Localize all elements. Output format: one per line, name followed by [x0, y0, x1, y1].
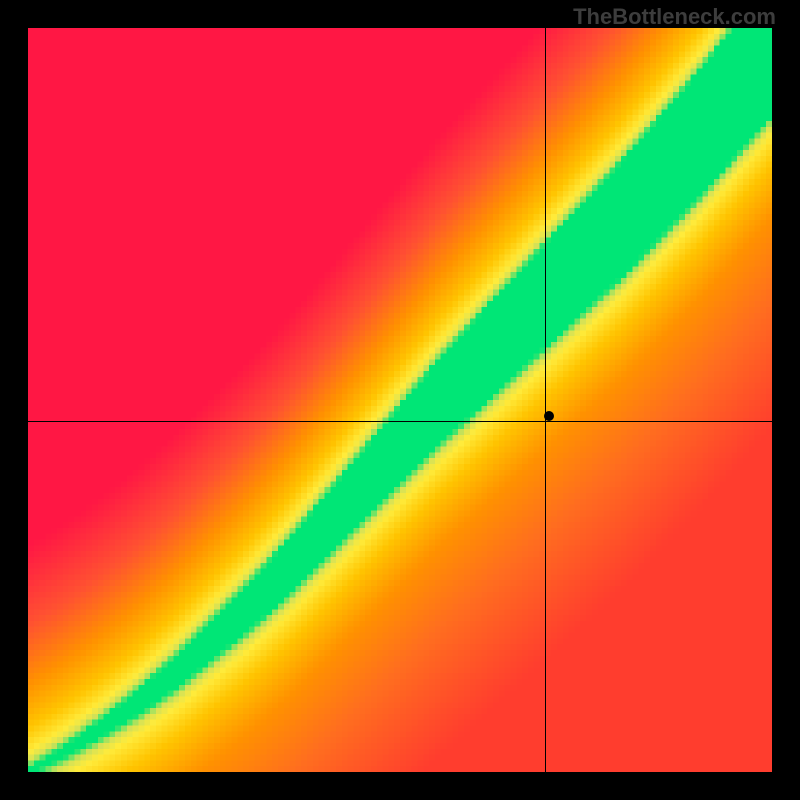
crosshair-vertical	[545, 28, 546, 772]
crosshair-marker	[544, 411, 554, 421]
chart-container: TheBottleneck.com	[0, 0, 800, 800]
watermark-text: TheBottleneck.com	[573, 4, 776, 30]
crosshair-horizontal	[28, 421, 772, 422]
bottleneck-heatmap	[28, 28, 772, 772]
